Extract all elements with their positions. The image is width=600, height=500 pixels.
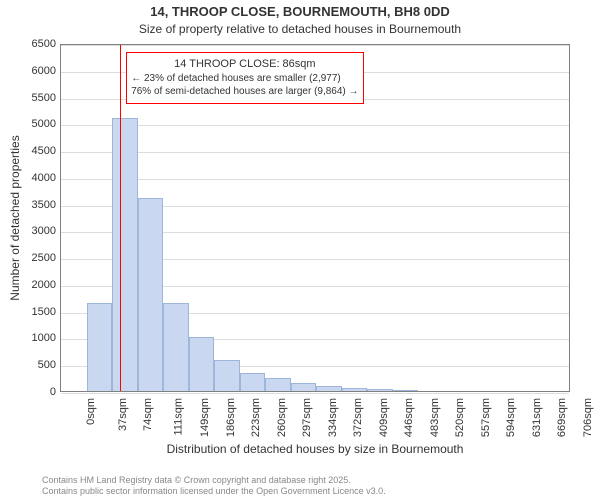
y-tick-label: 6500 [16,38,56,50]
x-tick-label: 186sqm [225,398,237,437]
histogram-bar [316,386,342,391]
gridline [61,393,569,394]
y-tick-label: 2500 [16,252,56,264]
histogram-bar [240,373,266,391]
y-axis-label: Number of detached properties [8,135,22,300]
gridline [61,45,569,46]
y-tick-label: 1500 [16,306,56,318]
x-tick-label: 149sqm [199,398,211,437]
x-tick-label: 594sqm [505,398,517,437]
y-tick-label: 6000 [16,65,56,77]
x-tick-label: 706sqm [582,398,594,437]
x-tick-label: 74sqm [142,398,154,431]
chart-subtitle: Size of property relative to detached ho… [0,22,600,36]
annotation-line-2: 76% of semi-detached houses are larger (… [131,85,358,99]
y-tick-label: 3000 [16,225,56,237]
histogram-bar [87,303,113,391]
x-tick-label: 0sqm [85,398,97,425]
y-tick-label: 0 [16,386,56,398]
x-tick-label: 372sqm [352,398,364,437]
y-tick-label: 4500 [16,145,56,157]
y-tick-label: 4000 [16,172,56,184]
x-tick-label: 334sqm [327,398,339,437]
x-tick-label: 223sqm [250,398,262,437]
histogram-bar [342,388,368,391]
histogram-bar [291,383,317,391]
reference-line [120,45,121,391]
histogram-bar [393,390,419,391]
y-tick-label: 1000 [16,332,56,344]
x-tick-label: 520sqm [454,398,466,437]
x-tick-label: 483sqm [429,398,441,437]
chart-title: 14, THROOP CLOSE, BOURNEMOUTH, BH8 0DD [0,4,600,20]
histogram-bar [214,360,240,391]
histogram-bar [112,118,138,391]
annotation-line-1: ← 23% of detached houses are smaller (2,… [131,72,358,86]
x-tick-label: 111sqm [172,398,184,436]
x-tick-label: 631sqm [531,398,543,437]
x-tick-label: 669sqm [556,398,568,437]
histogram-bar [189,337,215,391]
plot-area: 14 THROOP CLOSE: 86sqm← 23% of detached … [60,44,570,392]
x-tick-label: 409sqm [378,398,390,437]
x-tick-label: 446sqm [403,398,415,437]
y-tick-label: 5500 [16,92,56,104]
x-axis-label: Distribution of detached houses by size … [60,442,570,456]
y-tick-label: 2000 [16,279,56,291]
x-tick-label: 260sqm [276,398,288,437]
annotation-box: 14 THROOP CLOSE: 86sqm← 23% of detached … [126,52,363,104]
footer-line-1: Contains HM Land Registry data © Crown c… [42,475,386,486]
x-tick-label: 557sqm [480,398,492,437]
histogram-bar [138,198,164,391]
y-tick-label: 3500 [16,199,56,211]
footer-line-2: Contains public sector information licen… [42,486,386,497]
x-tick-label: 37sqm [117,398,129,431]
annotation-title: 14 THROOP CLOSE: 86sqm [131,57,358,72]
histogram-bar [163,303,189,391]
histogram-bar [265,378,291,391]
histogram-bar [367,389,393,391]
y-tick-label: 5000 [16,118,56,130]
y-tick-label: 500 [16,359,56,371]
footer: Contains HM Land Registry data © Crown c… [42,475,386,497]
x-tick-label: 297sqm [301,398,313,437]
